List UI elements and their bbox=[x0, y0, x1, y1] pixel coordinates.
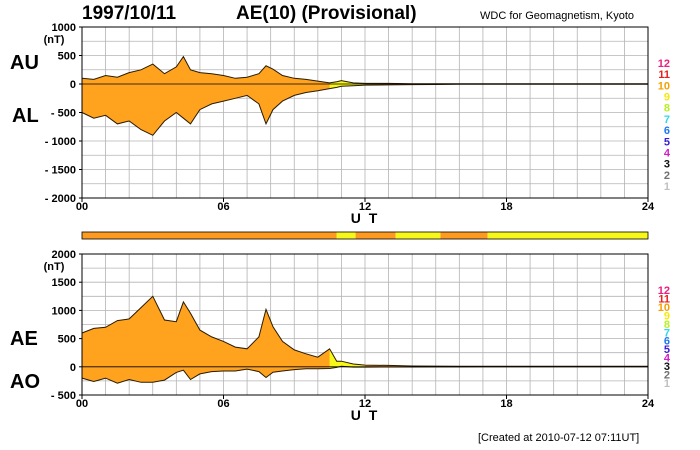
ae-ao-ytick-label: 2000 bbox=[52, 249, 76, 261]
ae-label: AE bbox=[10, 328, 38, 350]
ae-ao-ytick-label: 500 bbox=[58, 334, 76, 346]
au-al-xtick-label: 06 bbox=[217, 201, 229, 213]
ae-ao-level-10: 10 bbox=[658, 302, 670, 314]
ae-ao-level-4: 4 bbox=[664, 353, 671, 365]
ae-ao-xtick-label: 06 bbox=[217, 398, 229, 410]
au-al-level-10: 10 bbox=[658, 80, 670, 92]
created-timestamp: [Created at 2010-07-12 07:11UT] bbox=[478, 432, 640, 444]
au-al-level-12: 12 bbox=[658, 58, 670, 70]
au-al-xtick-label: 24 bbox=[642, 201, 655, 213]
au-al-level-9: 9 bbox=[664, 92, 670, 104]
au-al-level-5: 5 bbox=[664, 136, 670, 148]
data-source: WDC for Geomagnetism, Kyoto bbox=[480, 10, 635, 22]
au-al-ytick-label: 1000 bbox=[52, 22, 76, 34]
ae-ao-xtick-label: 18 bbox=[500, 398, 512, 410]
ae-ao-panel bbox=[79, 253, 649, 399]
status-bar-segment bbox=[440, 232, 488, 239]
ae-ao-xtick-label: 00 bbox=[76, 398, 88, 410]
ae-ao-ytick-label: - 500 bbox=[51, 390, 76, 402]
ae-ao-area bbox=[82, 296, 648, 384]
au-al-level-3: 3 bbox=[664, 159, 670, 171]
status-bar-frame bbox=[81, 231, 649, 240]
au-al-xtick-label: 12 bbox=[359, 201, 371, 213]
au-al-xlabel: U T bbox=[351, 210, 380, 226]
ae-ao-level-1: 1 bbox=[664, 378, 670, 390]
ae-ao-ytick-label: 1000 bbox=[52, 305, 76, 317]
au-al-level-7: 7 bbox=[664, 114, 670, 126]
status-bar-segment bbox=[82, 232, 337, 239]
au-al-level-6: 6 bbox=[664, 125, 670, 137]
ae-ao-ytick-label: 1500 bbox=[52, 277, 76, 289]
au-al-unit-label: (nT) bbox=[44, 34, 65, 46]
au-al-xtick-label: 00 bbox=[76, 201, 88, 213]
ae-ao-level-11: 11 bbox=[658, 293, 670, 305]
status-bar-segment bbox=[487, 232, 648, 239]
status-bar-segment bbox=[395, 232, 441, 239]
ae-ao-level-3: 3 bbox=[664, 361, 670, 373]
ae-ao-level-7: 7 bbox=[664, 327, 670, 339]
ae-ao-level-2: 2 bbox=[664, 370, 670, 382]
ae-ao-level-6: 6 bbox=[664, 336, 670, 348]
au-al-ytick-label: - 1500 bbox=[45, 165, 76, 177]
ae-ao-level-12: 12 bbox=[658, 285, 670, 297]
au-al-ytick-label: 0 bbox=[70, 79, 76, 91]
status-bar-segment bbox=[355, 232, 396, 239]
au-al-level-4: 4 bbox=[664, 147, 671, 159]
ae-ao-ytick-label: 0 bbox=[70, 362, 76, 374]
au-al-panel bbox=[79, 26, 649, 202]
chart-title: AE(10) (Provisional) bbox=[236, 3, 417, 24]
au-al-ytick-label: 500 bbox=[58, 51, 76, 63]
ae-ao-area-quiet bbox=[329, 348, 365, 369]
ae-ao-upper-line bbox=[81, 295, 648, 367]
ae-ao-xtick-label: 24 bbox=[642, 398, 655, 410]
ao-label: AO bbox=[10, 371, 40, 393]
au-al-area bbox=[82, 56, 648, 136]
ae-ao-level-8: 8 bbox=[664, 319, 670, 331]
au-al-ytick-label: - 2000 bbox=[45, 193, 76, 205]
au-al-level-8: 8 bbox=[664, 103, 670, 115]
au-al-ytick-label: - 500 bbox=[51, 108, 76, 120]
status-bar-segment bbox=[336, 232, 356, 239]
ae-ao-xlabel: U T bbox=[351, 407, 380, 423]
au-al-ytick-label: - 1000 bbox=[45, 136, 76, 148]
chart-date: 1997/10/11 bbox=[82, 3, 177, 24]
ae-ao-level-5: 5 bbox=[664, 344, 670, 356]
ae-ao-level-9: 9 bbox=[664, 310, 670, 322]
ae-ao-unit-label: (nT) bbox=[44, 261, 65, 273]
au-al-level-11: 11 bbox=[658, 69, 670, 81]
al-label: AL bbox=[12, 105, 39, 127]
au-al-level-1: 1 bbox=[664, 181, 670, 193]
au-al-level-2: 2 bbox=[664, 170, 670, 182]
ae-ao-xtick-label: 12 bbox=[359, 398, 371, 410]
au-label: AU bbox=[10, 52, 39, 74]
au-al-xtick-label: 18 bbox=[500, 201, 512, 213]
